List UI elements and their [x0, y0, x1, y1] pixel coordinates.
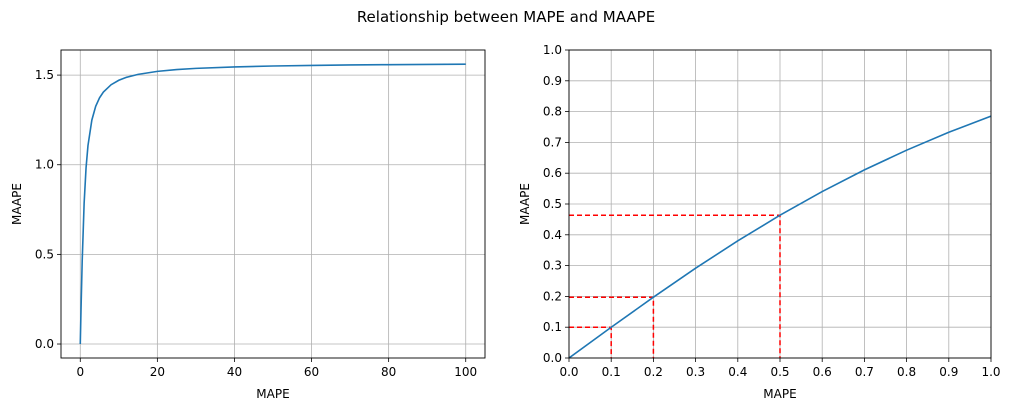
y-tick-label: 0.7: [543, 135, 562, 149]
y-tick-label: 0.0: [35, 337, 54, 351]
y-tick-label: 0.3: [543, 259, 562, 273]
x-axis-label: MAPE: [256, 387, 289, 401]
x-tick-label: 0.1: [602, 365, 621, 379]
y-tick-label: 0.5: [543, 197, 562, 211]
y-tick-label: 0.1: [543, 320, 562, 334]
x-tick-label: 0: [76, 365, 84, 379]
axes-frame: [60, 49, 486, 359]
y-tick-label: 1.5: [35, 68, 54, 82]
x-tick-label: 0.7: [855, 365, 874, 379]
x-tick-label: 0.3: [686, 365, 705, 379]
chart-panel-2: 0.0 0.1 0.2 0.3 0.4 0.5 0.6 0.7 0.8 0.9 1.0 0.0 0.1 0…: [518, 43, 1001, 401]
x-tick-label: 60: [304, 365, 319, 379]
y-tick-label: 0.9: [543, 74, 562, 88]
y-tick-label: 1.0: [35, 158, 54, 172]
x-axis-label: MAPE: [763, 387, 796, 401]
chart-panel-1: 0 20 40 60 80 100 0.0 0.5 1.0 1.5 MAPE MAAPE: [10, 49, 486, 401]
x-tick-label: 1.0: [981, 365, 1000, 379]
y-tick-label: 0.5: [35, 247, 54, 261]
x-tick-label: 0.9: [939, 365, 958, 379]
x-tick-label: 0.6: [813, 365, 832, 379]
y-tick-label: 0.4: [543, 228, 562, 242]
y-tick-label: 0.0: [543, 351, 562, 365]
y-tick-label: 1.0: [543, 43, 562, 57]
figure-title: Relationship between MAPE and MAAPE: [356, 8, 656, 26]
x-tick-label: 80: [381, 365, 396, 379]
x-tick-label: 0.8: [897, 365, 916, 379]
reference-guide-3: [569, 214, 781, 358]
series-line-1: [569, 115, 991, 358]
x-tick-label: 0.0: [559, 365, 578, 379]
x-tick-label: 100: [454, 365, 477, 379]
x-tick-label: 0.2: [644, 365, 663, 379]
series-line-1: [79, 63, 466, 345]
y-axis-label: MAAPE: [518, 183, 532, 225]
y-axis-label: MAAPE: [10, 183, 24, 225]
x-tick-label: 20: [150, 365, 165, 379]
y-tick-label: 0.2: [543, 289, 562, 303]
y-tick-label: 0.8: [543, 105, 562, 119]
y-tick-label: 0.6: [543, 166, 562, 180]
x-tick-label: 40: [227, 365, 242, 379]
x-tick-label: 0.5: [770, 365, 789, 379]
x-tick-label: 0.4: [728, 365, 747, 379]
